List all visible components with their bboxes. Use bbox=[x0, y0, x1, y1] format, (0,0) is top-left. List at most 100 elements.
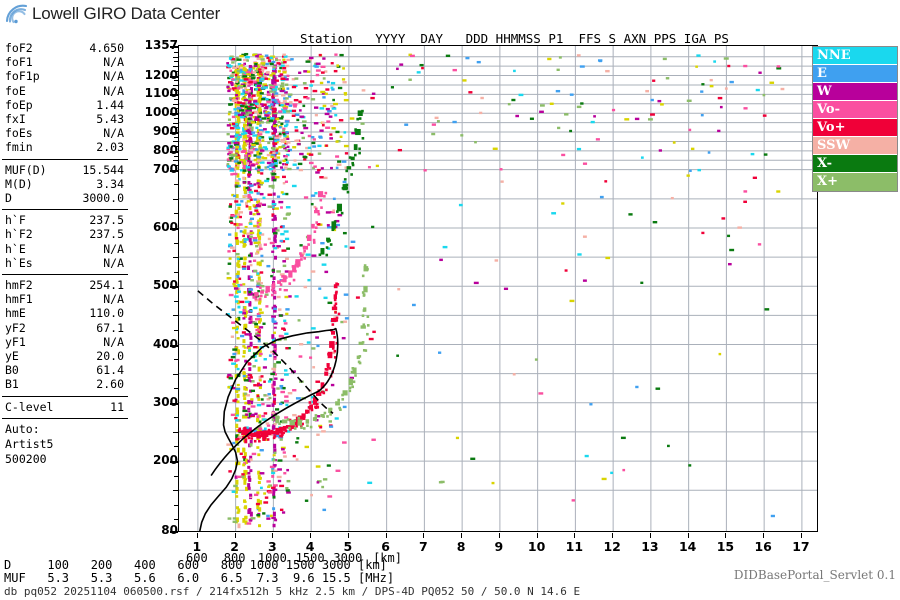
noise-pixel bbox=[331, 107, 337, 110]
ionogram-plot[interactable] bbox=[178, 45, 818, 532]
noise-pixel bbox=[284, 83, 289, 86]
noise-pixel bbox=[256, 249, 261, 252]
legend-item-x-[interactable]: X- bbox=[813, 155, 897, 173]
noise-pixel bbox=[312, 145, 317, 148]
trace-legend[interactable]: NNE E W Vo- Vo+ SSW X- X+ bbox=[812, 46, 898, 192]
noise-pixel bbox=[254, 167, 258, 171]
param-name: h`Es bbox=[5, 255, 33, 270]
noise-pixel bbox=[271, 184, 275, 189]
trace-point bbox=[350, 370, 354, 374]
trace-point bbox=[315, 392, 322, 396]
noise-pixel bbox=[286, 153, 290, 157]
noise-pixel bbox=[286, 141, 291, 144]
noise-pixel bbox=[232, 352, 237, 356]
noise-pixel bbox=[272, 289, 276, 293]
auto-line: Auto: bbox=[5, 421, 40, 436]
noise-pixel bbox=[240, 200, 244, 203]
noise-pixel bbox=[244, 311, 248, 315]
noise-pixel bbox=[254, 325, 260, 329]
trace-point bbox=[279, 434, 282, 438]
noise-pixel bbox=[243, 256, 247, 261]
noise-pixel bbox=[256, 220, 260, 225]
legend-item-ssw[interactable]: SSW bbox=[813, 137, 897, 155]
noise-pixel bbox=[337, 213, 343, 217]
noise-pixel bbox=[256, 182, 262, 185]
noise-pixel bbox=[235, 280, 239, 284]
noise-pixel bbox=[743, 107, 748, 110]
legend-item-w[interactable]: W bbox=[813, 83, 897, 101]
noise-pixel bbox=[255, 203, 260, 207]
trace-point bbox=[361, 314, 365, 318]
noise-pixel bbox=[244, 56, 250, 59]
noise-pixel bbox=[236, 163, 240, 168]
noise-pixel bbox=[272, 484, 278, 487]
noise-pixel bbox=[273, 344, 277, 349]
trace-point bbox=[355, 128, 361, 136]
noise-pixel bbox=[235, 429, 239, 432]
noise-pixel bbox=[254, 318, 260, 321]
noise-pixel bbox=[284, 237, 290, 241]
y-major-tick bbox=[170, 169, 178, 172]
noise-pixel bbox=[372, 330, 376, 334]
noise-pixel bbox=[272, 424, 276, 427]
noise-pixel bbox=[326, 120, 331, 123]
noise-pixel bbox=[248, 206, 252, 211]
param-name: yF2 bbox=[5, 320, 26, 335]
noise-pixel bbox=[235, 238, 239, 243]
noise-pixel bbox=[279, 166, 283, 169]
legend-item-vo-[interactable]: Vo+ bbox=[813, 119, 897, 137]
noise-pixel bbox=[236, 475, 242, 479]
legend-item-vo-[interactable]: Vo- bbox=[813, 101, 897, 119]
trace-point bbox=[342, 390, 348, 396]
noise-pixel bbox=[265, 110, 270, 114]
noise-pixel bbox=[253, 224, 258, 228]
noise-pixel bbox=[310, 98, 316, 101]
legend-item-x-[interactable]: X+ bbox=[813, 173, 897, 191]
noise-pixel bbox=[266, 153, 271, 157]
noise-pixel bbox=[235, 90, 239, 95]
noise-pixel bbox=[257, 366, 261, 372]
y-fine-tick bbox=[174, 61, 178, 63]
servlet-version: DIDBasePortal_Servlet 0.1 bbox=[733, 568, 896, 582]
x-major-tick bbox=[461, 533, 463, 538]
noise-pixel bbox=[280, 82, 285, 85]
noise-pixel bbox=[282, 100, 287, 103]
noise-pixel bbox=[657, 99, 662, 103]
noise-pixel bbox=[314, 65, 319, 68]
noise-pixel bbox=[248, 123, 252, 127]
noise-pixel bbox=[258, 71, 262, 74]
noise-pixel bbox=[251, 164, 255, 167]
noise-pixel bbox=[236, 109, 240, 115]
trace-point bbox=[278, 422, 281, 425]
noise-pixel bbox=[234, 111, 238, 115]
noise-pixel bbox=[247, 345, 251, 349]
legend-item-nne[interactable]: NNE bbox=[813, 47, 897, 65]
noise-pixel bbox=[270, 154, 276, 157]
trace-point bbox=[328, 239, 331, 242]
noise-pixel bbox=[284, 142, 288, 145]
noise-pixel bbox=[250, 517, 256, 520]
noise-pixel bbox=[311, 136, 315, 139]
noise-pixel bbox=[335, 469, 341, 472]
noise-pixel bbox=[240, 150, 246, 154]
trace-point bbox=[320, 247, 325, 255]
noise-pixel bbox=[249, 222, 253, 225]
noise-pixel bbox=[244, 402, 248, 405]
legend-item-e[interactable]: E bbox=[813, 65, 897, 83]
noise-pixel bbox=[249, 493, 253, 497]
noise-pixel bbox=[285, 161, 289, 164]
noise-pixel bbox=[245, 79, 250, 83]
noise-pixel bbox=[230, 216, 234, 219]
noise-pixel bbox=[244, 157, 248, 160]
noise-pixel bbox=[271, 213, 275, 217]
noise-pixel bbox=[271, 516, 275, 520]
noise-pixel bbox=[274, 176, 280, 179]
trace-point bbox=[302, 245, 306, 249]
noise-pixel bbox=[370, 96, 375, 100]
noise-pixel bbox=[267, 380, 272, 383]
noise-pixel bbox=[228, 293, 234, 297]
trace-point bbox=[363, 266, 369, 272]
trace-point bbox=[282, 419, 288, 424]
trace-point bbox=[281, 433, 284, 436]
legend-label: Vo+ bbox=[817, 120, 846, 135]
